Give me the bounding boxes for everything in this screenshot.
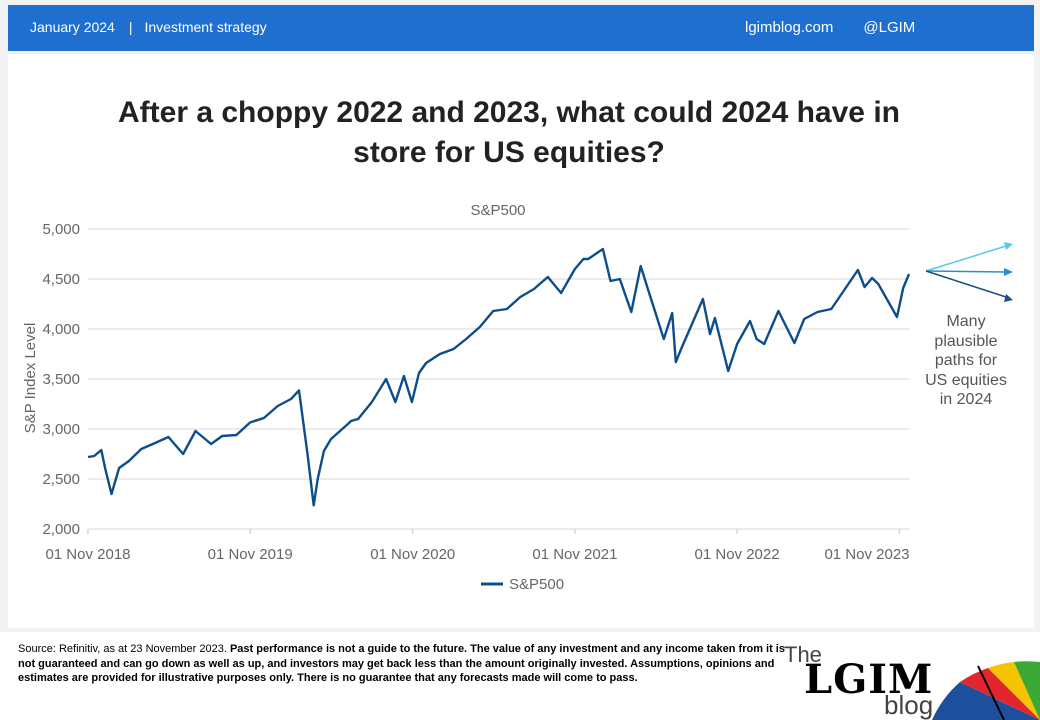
x-tick-label: 01 Nov 2021 (532, 546, 617, 563)
arrow-up-head-icon (1004, 242, 1013, 250)
y-tick-label: 3,000 (42, 421, 80, 438)
projection-arrows (926, 242, 1013, 302)
annotation-line: US equities (918, 371, 1014, 391)
series-line-sp500 (88, 249, 909, 505)
y-tick-label: 5,000 (42, 221, 80, 238)
y-tick-label: 4,000 (42, 321, 80, 338)
arrow-down-head-icon (1004, 294, 1013, 302)
footnote-source: Source: Refinitiv, as at 23 November 202… (18, 643, 230, 655)
y-tick-label: 3,500 (42, 371, 80, 388)
annotation-line: plausible (918, 332, 1014, 352)
legend-label: S&P500 (509, 576, 564, 593)
footnote: Source: Refinitiv, as at 23 November 202… (18, 642, 788, 686)
x-tick-labels: 01 Nov 2018 01 Nov 2019 01 Nov 2020 01 Nov … (45, 529, 909, 563)
x-tick-label: 01 Nov 2019 (208, 546, 293, 563)
x-tick-label: 01 Nov 2023 (824, 546, 909, 563)
y-tick-label: 2,000 (42, 521, 80, 538)
y-tick-labels: 2,000 2,500 3,000 3,500 4,000 4,500 5,000 (42, 221, 80, 538)
lgim-blog-logo: The LGIM blog (782, 640, 1040, 720)
arrow-flat-head-icon (1004, 268, 1013, 276)
x-tick-label: 01 Nov 2020 (370, 546, 455, 563)
arrow-up-icon (926, 246, 1006, 271)
arrow-down-icon (926, 271, 1006, 297)
x-tick-label: 01 Nov 2022 (695, 546, 780, 563)
chart-title: S&P500 (470, 202, 525, 219)
annotation-line: Many (918, 312, 1014, 332)
y-axis-label: S&P Index Level (22, 323, 39, 434)
y-tick-label: 4,500 (42, 271, 80, 288)
annotation-line: in 2024 (918, 390, 1014, 410)
footer: Source: Refinitiv, as at 23 November 202… (0, 632, 1040, 720)
legend: S&P500 (481, 576, 564, 593)
grid-lines (88, 229, 909, 529)
arrow-flat-icon (926, 271, 1006, 272)
x-tick-label: 01 Nov 2018 (45, 546, 130, 563)
annotation-text: Many plausible paths for US equities in … (918, 312, 1014, 410)
annotation-line: paths for (918, 351, 1014, 371)
y-tick-label: 2,500 (42, 471, 80, 488)
logo-blog: blog (884, 690, 933, 720)
